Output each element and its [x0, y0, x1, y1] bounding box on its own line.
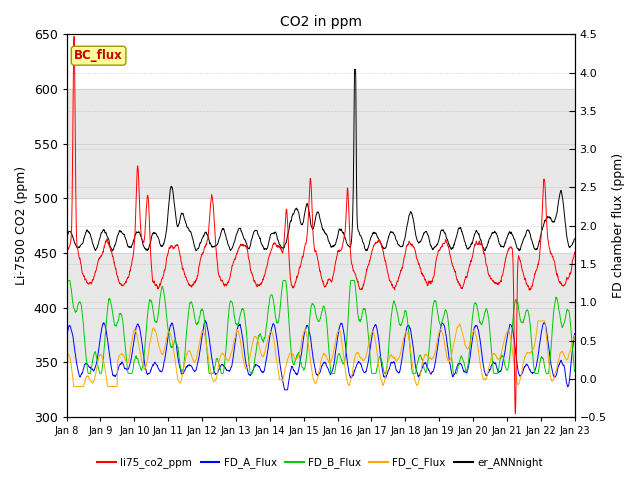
Title: CO2 in ppm: CO2 in ppm — [280, 15, 362, 29]
Y-axis label: FD chamber flux (ppm): FD chamber flux (ppm) — [612, 153, 625, 298]
Legend: li75_co2_ppm, FD_A_Flux, FD_B_Flux, FD_C_Flux, er_ANNnight: li75_co2_ppm, FD_A_Flux, FD_B_Flux, FD_C… — [93, 453, 547, 472]
Bar — [67, 89, 575, 198]
Y-axis label: Li-7500 CO2 (ppm): Li-7500 CO2 (ppm) — [15, 166, 28, 285]
Text: BC_flux: BC_flux — [74, 49, 123, 62]
Bar — [67, 253, 575, 362]
